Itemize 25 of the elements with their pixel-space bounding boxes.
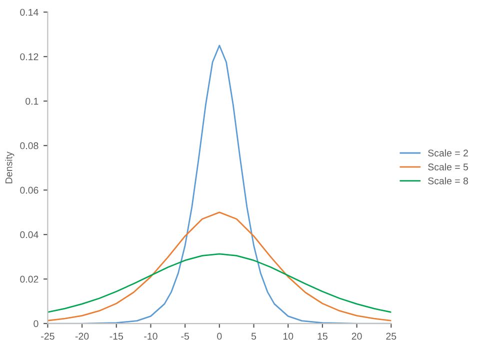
x-tick-label: -25	[41, 332, 54, 340]
y-tick-label: 0.12	[20, 53, 38, 60]
x-tick-label: -15	[110, 332, 124, 340]
line-series	[48, 253, 392, 313]
y-tick-label: 0.04	[20, 231, 38, 238]
x-tick-label: -20	[75, 332, 89, 340]
x-tick-label: 20	[352, 332, 362, 340]
x-tick-label: 5	[251, 332, 256, 340]
x-tick-label: 15	[318, 332, 328, 340]
legend-label: Scale = 2	[428, 149, 468, 156]
x-tick-label: 10	[283, 332, 294, 340]
legend-label: Scale = 8	[428, 177, 468, 184]
y-axis-title: Density	[5, 152, 14, 184]
x-tick-label: 0	[217, 332, 222, 340]
y-tick-label: 0.02	[20, 276, 38, 283]
line-series	[48, 212, 392, 322]
y-tick-label: 0.08	[20, 142, 38, 150]
y-tick-label: 0.06	[20, 186, 38, 194]
legend-label: Scale = 5	[428, 163, 468, 170]
y-tick-label: 0	[34, 320, 38, 328]
y-tick-label: 0.1	[26, 98, 38, 105]
y-tick-label: 0.14	[20, 8, 38, 16]
x-tick-label: 25	[386, 332, 396, 340]
x-tick-label: -5	[181, 332, 189, 340]
x-tick-label: -10	[144, 332, 158, 340]
